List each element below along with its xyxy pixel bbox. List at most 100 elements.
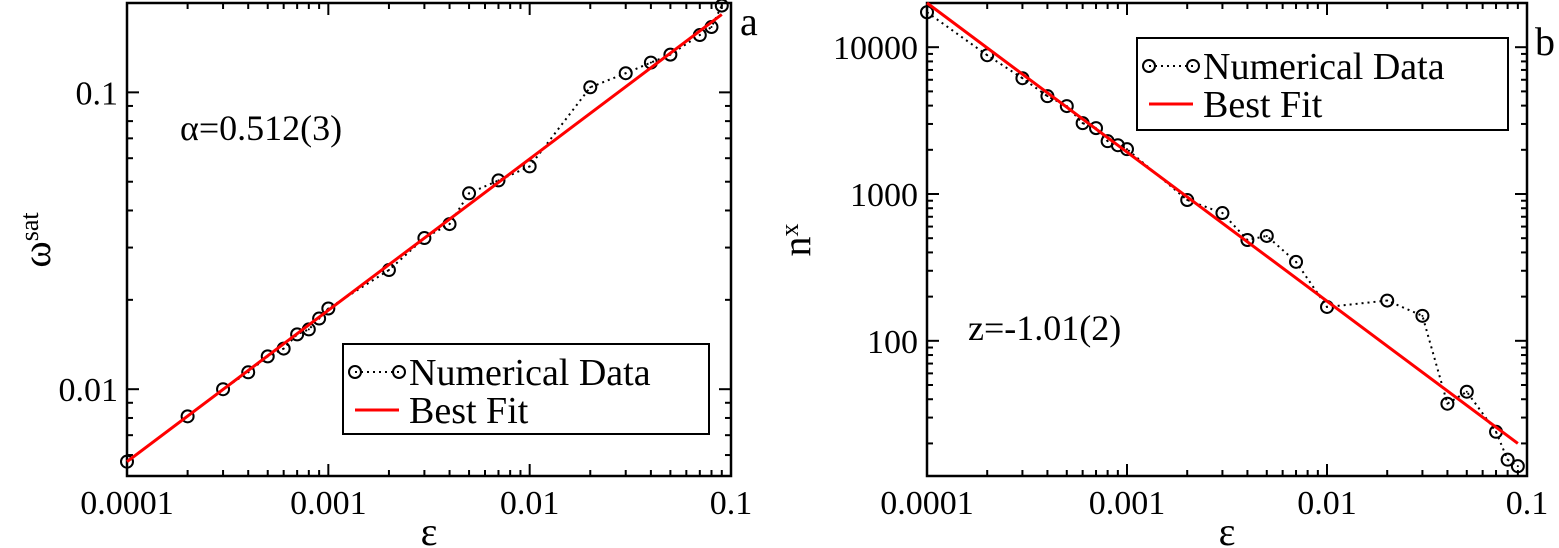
data-point [1415, 308, 1430, 323]
data-point [180, 409, 195, 424]
legend-marker [348, 365, 362, 379]
data-point-center [649, 61, 652, 64]
data-point [1380, 293, 1395, 308]
data-point-center [448, 223, 451, 226]
data-point-center [1081, 122, 1084, 125]
data-point-center [1126, 148, 1128, 151]
x-tick-label: 0.01 [500, 485, 560, 522]
data-point-center [1046, 95, 1049, 98]
legend-label: Best Fit [409, 390, 529, 432]
legend-label: Numerical Data [409, 352, 651, 394]
data-point [618, 66, 633, 81]
plot-frame [125, 1, 733, 478]
x-tick-label: 0.1 [710, 485, 753, 522]
data-point-center [1326, 305, 1328, 308]
data-point-center [1506, 458, 1509, 461]
data-point-center [528, 165, 531, 168]
data-point [216, 382, 231, 397]
data-point [321, 301, 336, 316]
data-point-center [1265, 234, 1268, 237]
data-point [1240, 233, 1255, 248]
x-tick-label: 0.0001 [80, 485, 174, 522]
y-tick-label: 10000 [833, 30, 918, 67]
legend-marker [1142, 59, 1156, 73]
y-tick-label: 0.01 [59, 372, 119, 409]
data-point-center [1106, 140, 1109, 143]
data-point-center [282, 347, 285, 350]
data-point [120, 454, 134, 469]
data-point-center [589, 86, 592, 89]
panel-label: b [1535, 19, 1555, 64]
data-point [417, 231, 432, 246]
y-axis-label: ωsat [14, 212, 59, 268]
data-point-center [1021, 77, 1024, 80]
data-point-center [307, 328, 310, 331]
data-point [1289, 254, 1304, 269]
data-point [714, 0, 729, 13]
panel-b: 0.0001 0.001 0.01 0.1 100 1000 10000 ε nx z=-1.01… [774, 1, 1555, 548]
data-point [312, 311, 327, 326]
y-axis-label-main: n [774, 237, 819, 257]
data-point [663, 47, 678, 62]
data-point [920, 5, 934, 20]
x-tick-label: 0.0001 [880, 485, 974, 522]
data-point [1215, 206, 1230, 221]
data-point-center [387, 269, 390, 272]
data-point-center [468, 192, 471, 195]
y-axis-label-sub: x [775, 224, 804, 237]
data-point-center [1446, 402, 1449, 405]
y-axis-label: nx [774, 224, 819, 257]
legend-box [1136, 37, 1509, 131]
data-point [241, 365, 256, 380]
x-tick-label: 0.01 [1297, 485, 1357, 522]
data-point-center [1421, 314, 1424, 317]
legend-label: Best Fit [1203, 84, 1323, 126]
data-point-center [1495, 430, 1498, 433]
data-point-center [926, 11, 928, 14]
data-point-center [1295, 260, 1298, 263]
data-point-center [710, 26, 713, 29]
data-point [1459, 384, 1474, 399]
y-axis-label-main: ω [14, 241, 59, 267]
data-point-center [698, 34, 701, 37]
data-point [1510, 459, 1525, 474]
data-point-center [1516, 465, 1519, 468]
legend-marker [1186, 59, 1200, 73]
data-point-center [624, 72, 627, 75]
data-point-center [1186, 199, 1189, 202]
data-point [1500, 452, 1515, 467]
x-tick-label: 0.1 [1506, 485, 1549, 522]
fit-exponent-annotation: z=-1.01(2) [968, 308, 1121, 348]
best-fit-line [126, 13, 723, 463]
data-point-center [1386, 299, 1389, 302]
x-tick-label: 0.001 [290, 485, 367, 522]
y-axis-label-sub: sat [15, 212, 44, 242]
panel-label: a [740, 0, 758, 44]
data-point-center [1465, 390, 1468, 393]
data-point [583, 80, 598, 95]
best-fit-line [926, 1, 1519, 445]
legend-box [342, 343, 710, 435]
data-point [1059, 99, 1074, 114]
fit-exponent-annotation: α=0.512(3) [180, 108, 342, 148]
data-point-center [986, 54, 989, 57]
x-axis-label: ε [421, 509, 438, 548]
data-point [1089, 121, 1104, 136]
data-point [290, 327, 305, 342]
data-point-center [720, 4, 723, 7]
y-tick-label: 100 [867, 324, 918, 361]
plot-frame [925, 1, 1529, 478]
x-axis-label: ε [1219, 509, 1236, 548]
data-point [1440, 396, 1455, 411]
data-point [491, 173, 506, 188]
data-point [260, 349, 275, 364]
x-tick-label: 0.001 [1089, 485, 1166, 522]
y-tick-label: 0.1 [76, 75, 119, 112]
data-point [462, 186, 477, 201]
panel-a: 0.0001 0.001 0.01 0.1 0.01 0.1 ε ωsat α=0.512(3)… [14, 0, 758, 548]
legend-marker [392, 365, 406, 379]
legend-label: Numerical Data [1203, 46, 1445, 88]
